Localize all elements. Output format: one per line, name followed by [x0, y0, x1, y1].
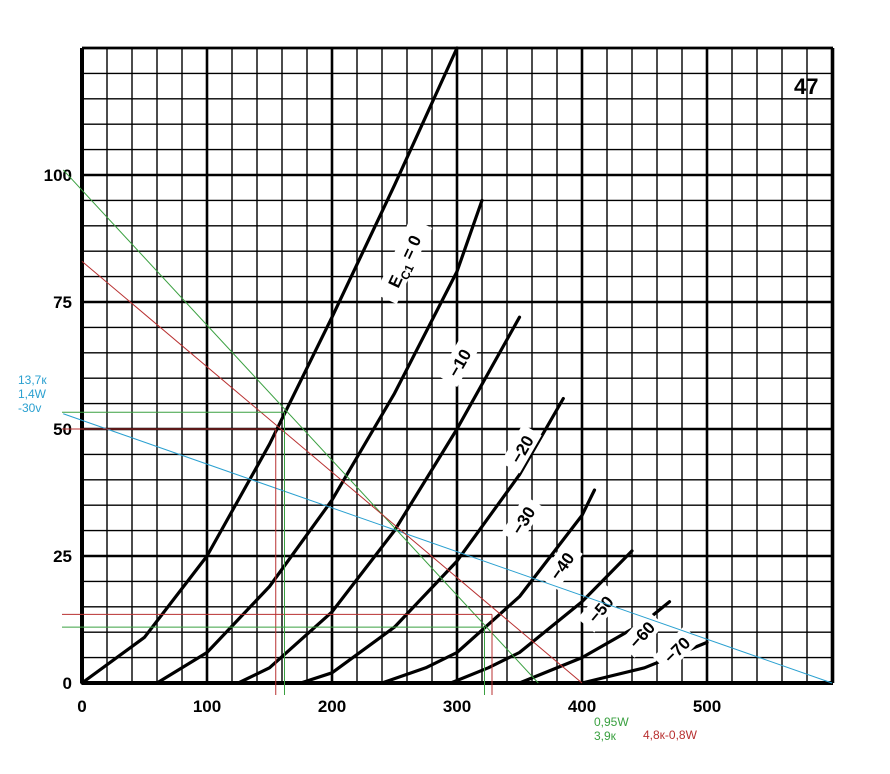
curve--20: [236, 315, 522, 685]
curve--60: [517, 600, 672, 685]
curve--10: [155, 198, 484, 685]
curve--30: [299, 396, 565, 685]
x-tick-label: 0: [77, 697, 86, 716]
x-tick-label: 500: [693, 697, 721, 716]
load-line-0: [63, 413, 833, 684]
x-tick-label: 400: [568, 697, 596, 716]
annotation-0-line-0: 13,7к: [18, 373, 47, 387]
curve-label-bg: [438, 337, 480, 388]
curves: [80, 46, 709, 685]
load-line-2: [81, 260, 583, 684]
annotation-2-line-0: 4,8к-0,8W: [643, 728, 698, 742]
y-tick-label: 100: [44, 166, 72, 185]
curve--40: [380, 488, 597, 685]
curve-label-bg: [539, 541, 583, 590]
curve-label-bg: [374, 217, 433, 305]
y-tick-label: 0: [63, 674, 72, 693]
curve-label-bg: [618, 610, 665, 658]
y-tick-label: 25: [53, 547, 72, 566]
tube-number: 47: [794, 74, 818, 99]
y-tick-label: 75: [53, 293, 72, 312]
curve-label-bg: [501, 495, 544, 545]
load-line-1: [62, 169, 539, 684]
curve--50: [449, 549, 634, 685]
x-tick-label: 300: [443, 697, 471, 716]
x-tick-label: 100: [193, 697, 221, 716]
curve-label-bg: [577, 584, 623, 633]
curve-label-bg: [652, 625, 700, 673]
overlays: [62, 169, 833, 695]
annotation-1-line-1: 3,9к: [594, 729, 617, 743]
x-tick-label: 200: [318, 697, 346, 716]
annotation-1-line-0: 0,95W: [594, 715, 629, 729]
annotation-0-line-2: -30v: [18, 401, 41, 415]
curve-0: [80, 46, 459, 685]
curve-label-bg: [500, 424, 542, 474]
annotation-0-line-1: 1,4W: [18, 387, 47, 401]
